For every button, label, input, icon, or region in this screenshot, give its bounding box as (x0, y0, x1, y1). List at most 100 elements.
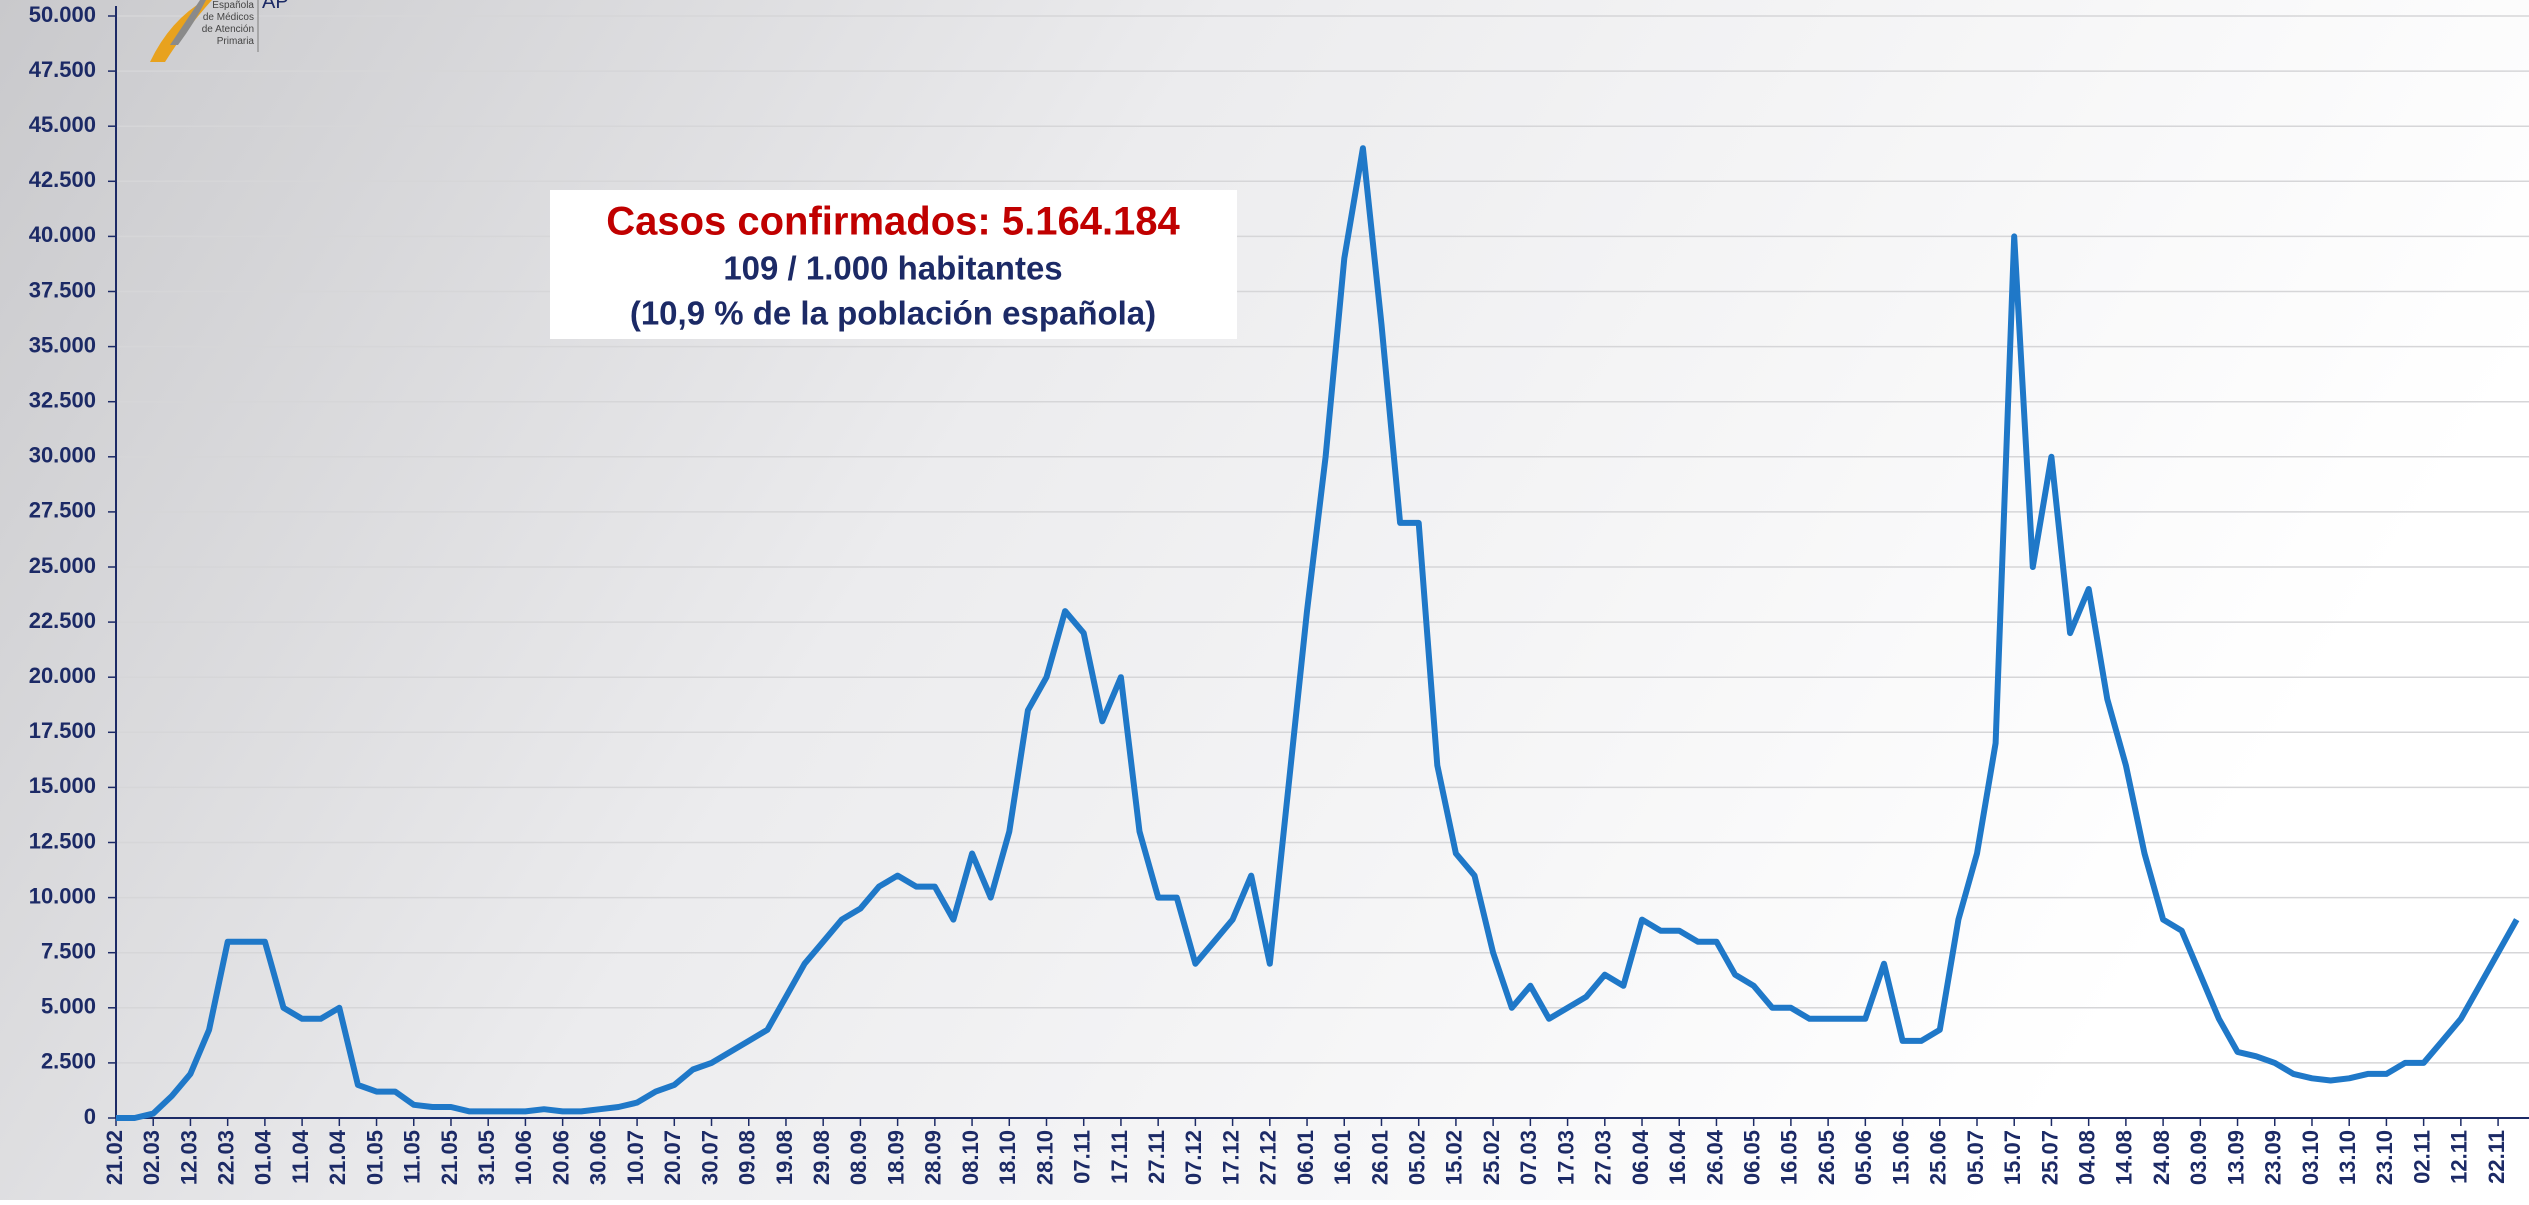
logo-text: de Atención (202, 24, 254, 35)
x-tick-label: 16.04 (1665, 1129, 1690, 1185)
y-tick-label: 15.000 (29, 773, 96, 798)
x-tick-label: 15.06 (1888, 1130, 1913, 1185)
x-tick-label: 13.10 (2335, 1130, 2360, 1185)
x-tick-label: 16.05 (1777, 1130, 1802, 1185)
x-tick-label: 26.05 (1814, 1130, 1839, 1185)
data-line (116, 145, 2520, 1121)
y-tick-label: 12.500 (29, 828, 96, 853)
x-tick-label: 07.12 (1181, 1130, 1206, 1185)
x-tick-label: 15.07 (2000, 1130, 2025, 1185)
x-tick-label: 06.05 (1739, 1130, 1764, 1185)
y-tick-label: 0 (84, 1104, 96, 1129)
x-tick-label: 01.05 (362, 1130, 387, 1185)
x-tick-label: 06.04 (1628, 1129, 1653, 1185)
y-tick-label: 35.000 (29, 332, 96, 357)
x-tick-label: 21.04 (325, 1129, 350, 1185)
x-tick-label: 23.10 (2372, 1130, 2397, 1185)
x-tick-label: 07.03 (1516, 1130, 1541, 1185)
x-tick-label: 27.11 (1144, 1130, 1169, 1184)
logo-swoosh (170, 0, 206, 45)
x-tick-label: 27.03 (1591, 1130, 1616, 1185)
x-tick-label: 20.07 (660, 1130, 685, 1185)
x-tick-label: 12.11 (2447, 1130, 2472, 1184)
x-tick-label: 21.05 (437, 1130, 462, 1185)
x-tick-label: 16.01 (1330, 1130, 1355, 1185)
x-tick-label: 28.09 (921, 1130, 946, 1185)
x-tick-label: 22.11 (2484, 1130, 2509, 1184)
annotation-line: (10,9 % de la población española) (630, 295, 1156, 332)
x-tick-label: 10.06 (511, 1130, 536, 1185)
y-tick-label: 32.500 (29, 388, 96, 413)
logo: Española de Médicos de Atención Primaria… (150, 0, 289, 62)
x-tick-label: 20.06 (548, 1130, 573, 1185)
x-tick-label: 15.02 (1442, 1130, 1467, 1185)
x-tick-label: 23.09 (2261, 1130, 2286, 1185)
x-tick-label: 25.02 (1479, 1130, 1504, 1185)
x-tick-label: 02.11 (2409, 1130, 2434, 1184)
annotation: Casos confirmados: 5.164.184 109 / 1.000… (550, 190, 1237, 339)
x-tick-label: 05.02 (1405, 1130, 1430, 1185)
x-tick-label: 19.08 (772, 1130, 797, 1185)
y-tick-label: 5.000 (41, 994, 96, 1019)
x-tick-label: 05.06 (1851, 1130, 1876, 1185)
y-tick-label: 22.500 (29, 608, 96, 633)
grid (116, 15, 2529, 1119)
y-tick-label: 37.500 (29, 277, 96, 302)
x-tick-label: 30.06 (586, 1130, 611, 1185)
y-tick-label: 40.000 (29, 222, 96, 247)
x-tick-label: 25.06 (1926, 1130, 1951, 1185)
x-tick-label: 03.10 (2298, 1130, 2323, 1185)
x-tick-label: 17.12 (1218, 1130, 1243, 1185)
x-tick-label: 08.09 (846, 1130, 871, 1185)
x-tick-label: 08.10 (958, 1130, 983, 1185)
y-tick-label: 17.500 (29, 718, 96, 743)
x-tick-label: 22.03 (213, 1130, 238, 1185)
y-tick-label: 27.500 (29, 498, 96, 523)
x-tick-label: 04.08 (2074, 1130, 2099, 1185)
x-tick-label: 03.09 (2186, 1130, 2211, 1185)
x-tick-label: 21.02 (102, 1130, 127, 1185)
x-tick-label: 07.11 (1070, 1130, 1095, 1184)
y-tick-label: 45.000 (29, 112, 96, 137)
x-tick-label: 14.08 (2112, 1130, 2137, 1185)
x-tick-label: 01.04 (251, 1129, 276, 1185)
x-tick-label: 13.09 (2223, 1130, 2248, 1185)
x-tick-label: 31.05 (474, 1130, 499, 1185)
x-tick-label: 10.07 (623, 1130, 648, 1185)
y-tick-label: 25.000 (29, 553, 96, 578)
x-tick-label: 30.07 (697, 1130, 722, 1185)
x-tick-label: 17.11 (1107, 1130, 1132, 1184)
x-tick-label: 17.03 (1553, 1130, 1578, 1185)
y-tick-label: 2.500 (41, 1049, 96, 1074)
x-tick-label: 26.04 (1702, 1129, 1727, 1185)
x-tick-label: 25.07 (2037, 1130, 2062, 1185)
y-tick-label: 50.000 (29, 2, 96, 27)
y-tick-label: 10.000 (29, 883, 96, 908)
annotation-box (550, 190, 1237, 339)
x-tick-label: 02.03 (139, 1130, 164, 1185)
x-tick-label: 26.01 (1367, 1130, 1392, 1185)
x-tick-label: 11.05 (400, 1130, 425, 1184)
x-tick-label: 09.08 (735, 1130, 760, 1185)
logo-abbr: AP (262, 0, 289, 13)
y-tick-label: 30.000 (29, 443, 96, 468)
x-tick-label: 29.08 (809, 1130, 834, 1185)
x-tick-label: 11.04 (288, 1129, 313, 1184)
x-tick-label: 27.12 (1256, 1130, 1281, 1185)
logo-text: de Médicos (203, 12, 254, 23)
y-tick-label: 7.500 (41, 939, 96, 964)
x-tick-label: 18.10 (995, 1130, 1020, 1185)
annotation-title: Casos confirmados: 5.164.184 (606, 200, 1180, 244)
x-tick-label: 18.09 (883, 1130, 908, 1185)
x-tick-label: 28.10 (1032, 1130, 1057, 1185)
logo-text: Española (212, 0, 254, 11)
x-tick-label: 12.03 (176, 1130, 201, 1185)
y-tick-label: 20.000 (29, 663, 96, 688)
x-tick-label: 06.01 (1293, 1130, 1318, 1185)
x-tick-label: 24.08 (2149, 1130, 2174, 1185)
y-tick-label: 47.500 (29, 57, 96, 82)
annotation-line: 109 / 1.000 habitantes (723, 250, 1062, 287)
x-tick-label: 05.07 (1963, 1130, 1988, 1185)
